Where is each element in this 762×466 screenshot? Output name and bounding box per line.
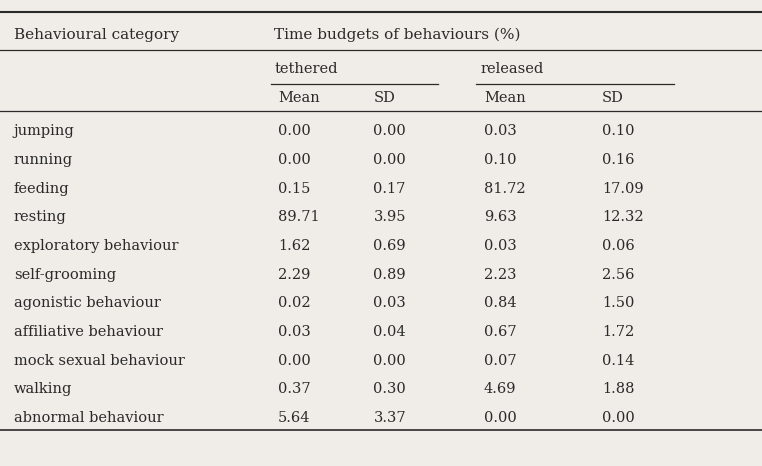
Text: 2.23: 2.23 — [484, 267, 517, 282]
Text: 1.88: 1.88 — [602, 382, 635, 397]
Text: 3.95: 3.95 — [373, 210, 406, 225]
Text: resting: resting — [14, 210, 66, 225]
Text: 0.03: 0.03 — [278, 325, 311, 339]
Text: 1.72: 1.72 — [602, 325, 634, 339]
Text: 0.84: 0.84 — [484, 296, 517, 310]
Text: Mean: Mean — [278, 91, 320, 105]
Text: 4.69: 4.69 — [484, 382, 517, 397]
Text: SD: SD — [373, 91, 395, 105]
Text: running: running — [14, 153, 73, 167]
Text: 0.00: 0.00 — [373, 153, 406, 167]
Text: 0.15: 0.15 — [278, 182, 310, 196]
Text: Behavioural category: Behavioural category — [14, 28, 179, 42]
Text: 0.37: 0.37 — [278, 382, 311, 397]
Text: 2.29: 2.29 — [278, 267, 310, 282]
Text: 1.50: 1.50 — [602, 296, 634, 310]
Text: 0.10: 0.10 — [484, 153, 517, 167]
Text: exploratory behaviour: exploratory behaviour — [14, 239, 178, 253]
Text: 5.64: 5.64 — [278, 411, 311, 425]
Text: 81.72: 81.72 — [484, 182, 526, 196]
Text: 0.67: 0.67 — [484, 325, 517, 339]
Text: 12.32: 12.32 — [602, 210, 644, 225]
Text: agonistic behaviour: agonistic behaviour — [14, 296, 161, 310]
Text: 0.02: 0.02 — [278, 296, 311, 310]
Text: jumping: jumping — [14, 124, 75, 138]
Text: 0.03: 0.03 — [484, 239, 517, 253]
Text: 0.00: 0.00 — [278, 124, 311, 138]
Text: Time budgets of behaviours (%): Time budgets of behaviours (%) — [274, 28, 520, 42]
Text: 0.03: 0.03 — [484, 124, 517, 138]
Text: 0.06: 0.06 — [602, 239, 635, 253]
Text: 0.17: 0.17 — [373, 182, 405, 196]
Text: 0.04: 0.04 — [373, 325, 406, 339]
Text: 0.00: 0.00 — [373, 354, 406, 368]
Text: 2.56: 2.56 — [602, 267, 635, 282]
Text: 0.69: 0.69 — [373, 239, 406, 253]
Text: Mean: Mean — [484, 91, 526, 105]
Text: 0.07: 0.07 — [484, 354, 517, 368]
Text: affiliative behaviour: affiliative behaviour — [14, 325, 163, 339]
Text: 17.09: 17.09 — [602, 182, 644, 196]
Text: 0.16: 0.16 — [602, 153, 635, 167]
Text: 0.00: 0.00 — [484, 411, 517, 425]
Text: 0.00: 0.00 — [373, 124, 406, 138]
Text: 0.00: 0.00 — [278, 153, 311, 167]
Text: 0.00: 0.00 — [278, 354, 311, 368]
Text: 0.10: 0.10 — [602, 124, 635, 138]
Text: feeding: feeding — [14, 182, 69, 196]
Text: 9.63: 9.63 — [484, 210, 517, 225]
Text: self-grooming: self-grooming — [14, 267, 116, 282]
Text: 1.62: 1.62 — [278, 239, 310, 253]
Text: 0.14: 0.14 — [602, 354, 634, 368]
Text: 0.89: 0.89 — [373, 267, 406, 282]
Text: 0.00: 0.00 — [602, 411, 635, 425]
Text: 89.71: 89.71 — [278, 210, 320, 225]
Text: tethered: tethered — [274, 62, 338, 76]
Text: abnormal behaviour: abnormal behaviour — [14, 411, 163, 425]
Text: mock sexual behaviour: mock sexual behaviour — [14, 354, 184, 368]
Text: SD: SD — [602, 91, 624, 105]
Text: 0.03: 0.03 — [373, 296, 406, 310]
Text: walking: walking — [14, 382, 72, 397]
Text: released: released — [480, 62, 543, 76]
Text: 0.30: 0.30 — [373, 382, 406, 397]
Text: 3.37: 3.37 — [373, 411, 406, 425]
